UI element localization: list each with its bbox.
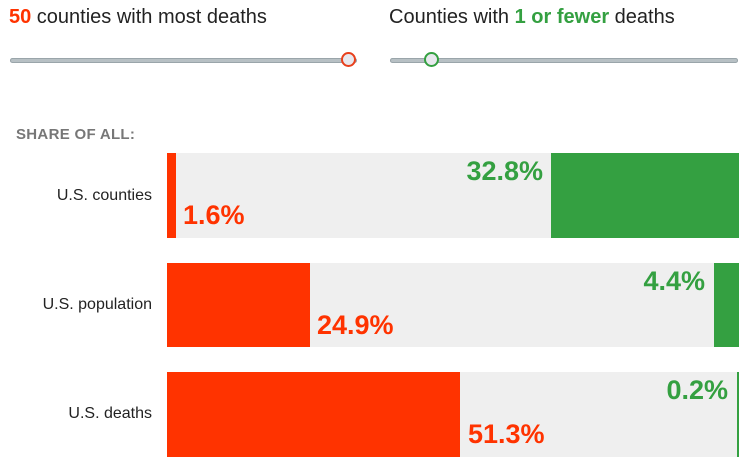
row-label: U.S. population: [42, 296, 152, 313]
most-deaths-slider-thumb[interactable]: [341, 52, 356, 67]
value-most-deaths: 51.3%: [468, 419, 545, 449]
fewest-deaths-label: Counties with 1 or fewer deaths: [389, 6, 675, 29]
fewest-deaths-threshold: 1 or fewer: [514, 6, 610, 28]
most-deaths-count: 50: [9, 6, 32, 28]
value-fewest-deaths: 0.2%: [666, 375, 728, 405]
bar-fewest-deaths: [551, 153, 739, 238]
bar-most-deaths: [167, 153, 176, 238]
value-most-deaths: 1.6%: [183, 200, 245, 230]
bar-most-deaths: [167, 263, 310, 347]
fewest-deaths-slider-thumb[interactable]: [424, 52, 439, 67]
row-label: U.S. deaths: [68, 405, 152, 422]
value-most-deaths: 24.9%: [317, 310, 394, 340]
value-fewest-deaths: 4.4%: [643, 266, 705, 296]
value-fewest-deaths: 32.8%: [466, 156, 543, 186]
bar-fewest-deaths: [737, 372, 739, 457]
bar-track: [167, 263, 739, 347]
section-heading: SHARE OF ALL:: [16, 126, 136, 143]
most-deaths-slider-track[interactable]: [10, 58, 357, 63]
bar-fewest-deaths: [714, 263, 739, 347]
fewest-deaths-slider-track[interactable]: [390, 58, 738, 63]
most-deaths-label-text: counties with most deaths: [31, 6, 267, 28]
bar-track: [167, 372, 739, 457]
most-deaths-label: 50 counties with most deaths: [9, 6, 267, 29]
row-label: U.S. counties: [56, 187, 152, 204]
fewest-deaths-label-suffix: deaths: [609, 6, 675, 28]
fewest-deaths-label-prefix: Counties with: [389, 6, 515, 28]
bar-track: [167, 153, 739, 238]
bar-most-deaths: [167, 372, 460, 457]
